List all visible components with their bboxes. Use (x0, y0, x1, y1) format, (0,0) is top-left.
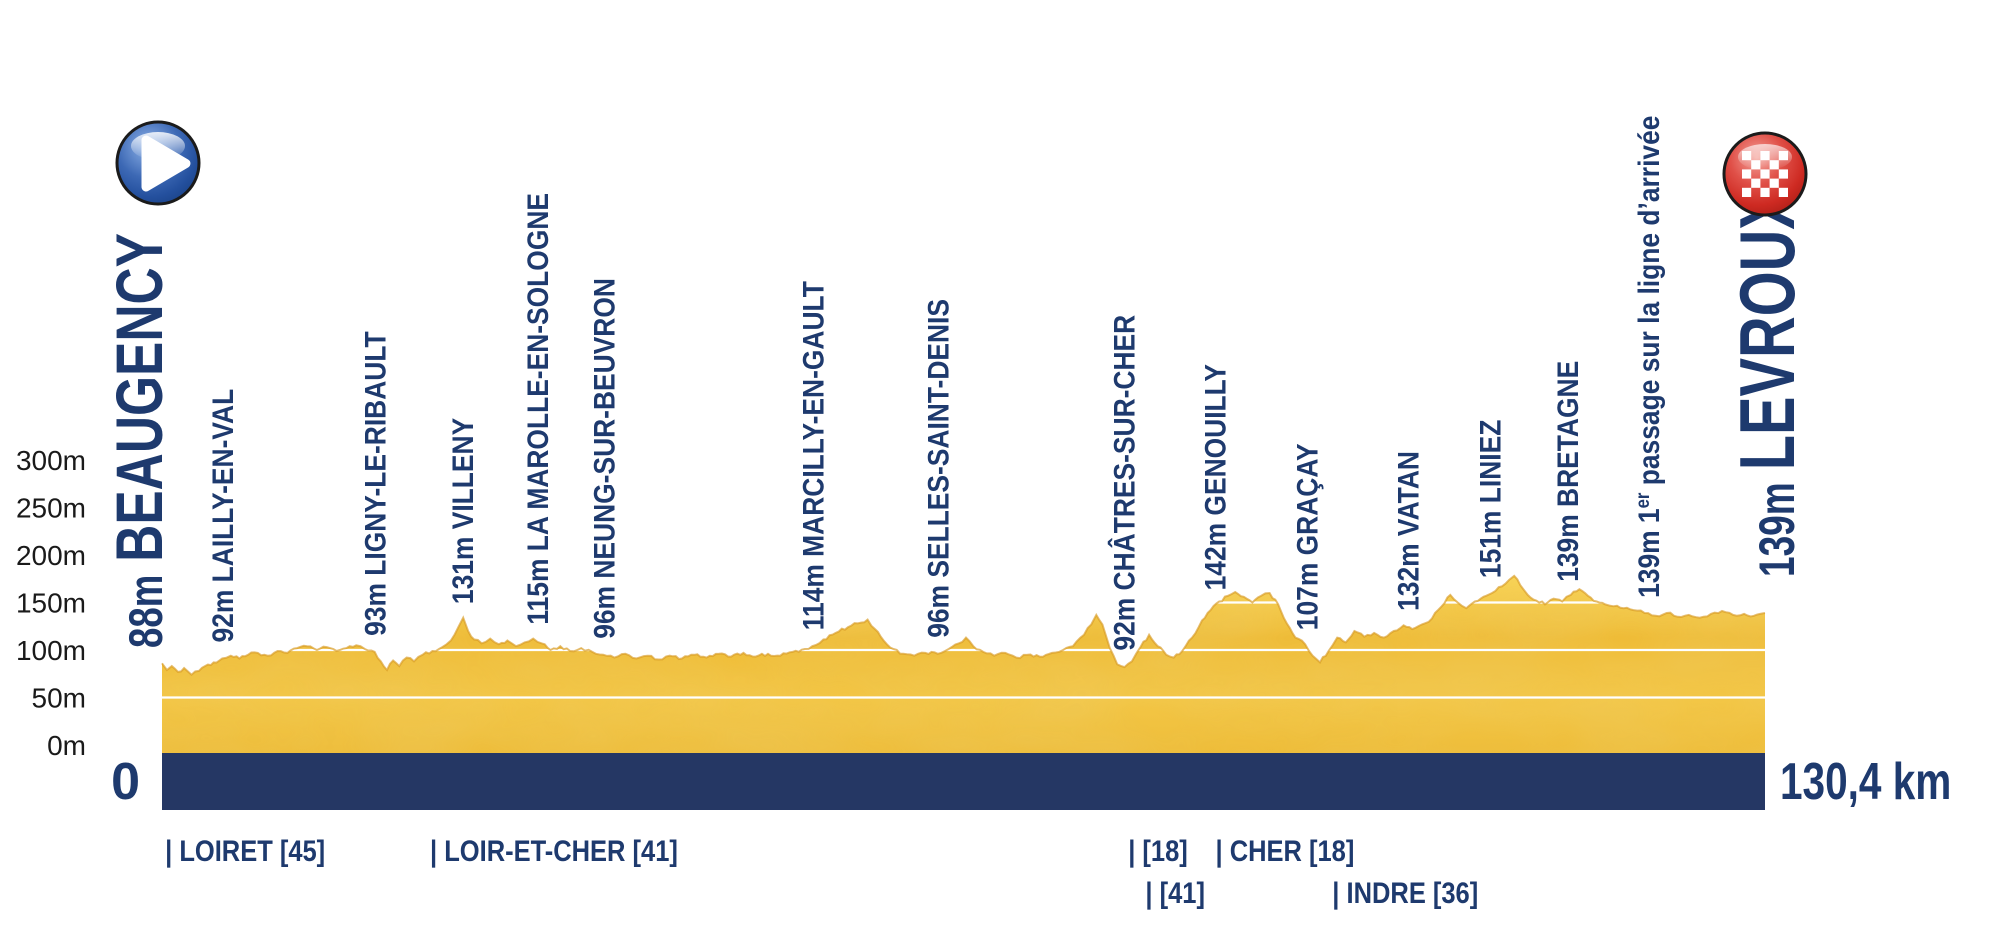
department-label: | LOIRET [45] (165, 834, 325, 867)
start-distance-label: 0 (111, 753, 140, 811)
start-play-icon (115, 120, 201, 206)
finish-checkered-icon (1722, 131, 1808, 217)
axis-tick-150m: 150m (16, 588, 86, 619)
checker-cell (1778, 169, 1788, 179)
checker-cell (1778, 187, 1788, 197)
distance-bar (162, 753, 1765, 810)
axis-tick-300m: 300m (16, 445, 86, 476)
waypoint-label: 151m LINIEZ (1473, 420, 1507, 578)
department-labels: | LOIRET [45] | LOIR-ET-CHER [41] | [18] | … (165, 834, 1478, 909)
axis-tick-250m: 250m (16, 493, 86, 524)
total-distance-label: 130,4 km (1780, 752, 1951, 810)
checker-cell (1760, 187, 1770, 197)
finish-elevation: 139m (1750, 482, 1806, 577)
waypoint-label: 96m NEUNG-SUR-BEUVRON (587, 278, 621, 639)
waypoint-label: 139m 1er passage sur la ligne d’arrivée (1632, 116, 1666, 598)
checker-cell (1769, 178, 1779, 188)
finish-city-name: LEVROUX (1724, 191, 1812, 470)
waypoint-label: 131m VILLENY (445, 418, 479, 604)
waypoint-label: 142m GENOUILLY (1198, 364, 1232, 591)
waypoint-label: 115m LA MAROLLE-EN-SOLOGNE (520, 193, 554, 625)
waypoint-label: 132m VATAN (1391, 451, 1425, 611)
axis-tick-200m: 200m (16, 540, 86, 571)
start-elevation: 88m (120, 575, 172, 648)
waypoint-label: 139m BRETAGNE (1550, 361, 1584, 582)
finish-city-label: 139m LEVROUX (1724, 191, 1812, 577)
waypoint-label: 93m LIGNY-LE-RIBAULT (358, 331, 392, 636)
waypoint-label: 114m MARCILLY-EN-GAULT (796, 281, 830, 630)
department-label: | [41] (1145, 876, 1205, 909)
department-label: | LOIR-ET-CHER [41] (430, 834, 678, 867)
department-label: | [18] (1128, 834, 1188, 867)
department-label: | INDRE [36] (1332, 876, 1478, 909)
waypoint-label: 96m SELLES-SAINT-DENIS (921, 299, 955, 638)
checker-cell (1751, 178, 1761, 188)
elevation-area-texture (162, 575, 1765, 753)
waypoint-label: 92m CHÂTRES-SUR-CHER (1107, 315, 1141, 651)
checker-cell (1742, 187, 1752, 197)
start-city-label: 88m BEAUGENCY (102, 233, 177, 648)
axis-tick-50m: 50m (32, 683, 86, 714)
start-city-name: BEAUGENCY (102, 233, 177, 562)
checker-cell (1760, 169, 1770, 179)
axis-tick-0m: 0m (47, 730, 86, 761)
waypoint-labels: 92m LAILLY-EN-VAL 93m LIGNY-LE-RIBAULT 131… (206, 116, 1666, 651)
department-label: | CHER [18] (1216, 834, 1355, 867)
axis-tick-100m: 100m (16, 635, 86, 666)
waypoint-label: 92m LAILLY-EN-VAL (206, 389, 240, 643)
waypoint-label: 107m GRAÇAY (1290, 443, 1324, 630)
checker-cell (1742, 169, 1752, 179)
elevation-area-outline (161, 574, 1766, 677)
elevation-axis: 300m 250m 200m 150m 100m 50m 0m (16, 445, 86, 761)
